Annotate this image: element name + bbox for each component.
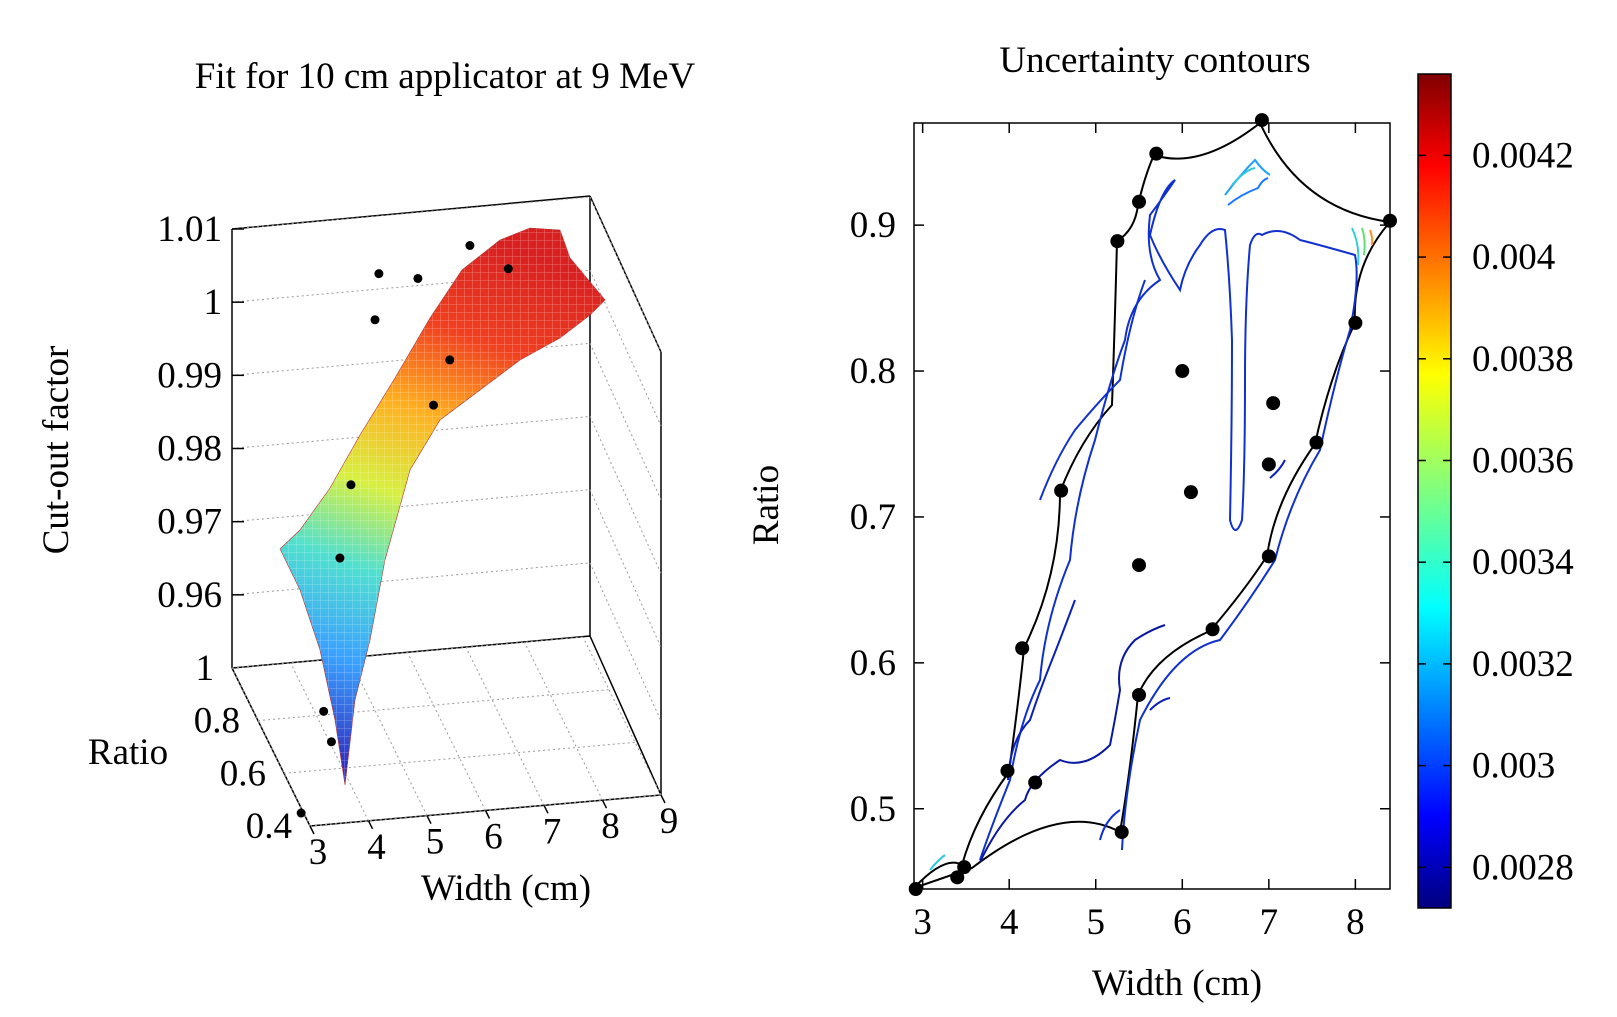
z-tick-label: 1.01 — [157, 209, 222, 250]
contour-y-tick-label: 0.7 — [850, 497, 896, 538]
contour-data-point — [1266, 396, 1281, 411]
contour-points — [908, 113, 1397, 896]
contour-x-tick-label: 8 — [1346, 902, 1365, 943]
contour-data-point — [1054, 483, 1069, 498]
colorbar-ticks: 0.0028 0.003 0.0032 0.0034 0.0036 0.0038 0.004… — [1418, 135, 1574, 888]
colorbar-tick-label: 0.004 — [1472, 237, 1555, 278]
surface-data-point — [445, 355, 455, 365]
z-tick-label: 0.96 — [157, 575, 222, 616]
z-tick-label: 0.97 — [157, 502, 222, 543]
contour-data-point — [1114, 825, 1129, 840]
contour-x-tick-label: 6 — [1173, 902, 1192, 943]
contour-lines — [929, 158, 1374, 871]
colorbar: 0.0028 0.003 0.0032 0.0034 0.0036 0.0038 0.004… — [1417, 73, 1574, 909]
y-ticks-3d: 0.4 0.6 0.8 1 — [194, 648, 292, 847]
contour-x-tick-label: 7 — [1260, 902, 1279, 943]
contour-y-tick-label: 0.8 — [850, 351, 896, 392]
contour-x-tick-label: 3 — [913, 902, 932, 943]
contour-data-point — [1132, 687, 1147, 702]
fit-surface — [279, 227, 606, 786]
data-points-3d — [296, 241, 513, 818]
z-axis-label: Cut-out factor — [36, 346, 77, 555]
contour-data-point — [1132, 194, 1147, 209]
z-ticks: 0.96 0.97 0.98 0.99 1 1.01 — [157, 209, 244, 616]
contour-y-label: Ratio — [746, 465, 787, 545]
ratio-tick-label: 1 — [196, 648, 215, 689]
contour-data-point — [1183, 485, 1198, 500]
ratio-tick-label: 0.6 — [220, 753, 266, 794]
surface-data-point — [503, 264, 513, 274]
ratio-axis-label: Ratio — [88, 732, 168, 773]
colorbar-tick-label: 0.0042 — [1472, 135, 1574, 176]
surface-title: Fit for 10 cm applicator at 9 MeV — [195, 56, 696, 97]
colorbar-tick-label: 0.0032 — [1472, 644, 1574, 685]
x-tick-label: 5 — [426, 822, 445, 863]
contour-data-point — [1110, 234, 1125, 249]
contour-data-point — [1175, 364, 1190, 379]
contour-x-label: Width (cm) — [1092, 963, 1262, 1004]
surface-data-point — [413, 273, 423, 283]
surface-data-point — [370, 315, 380, 325]
width-axis-label: Width (cm) — [421, 868, 591, 909]
contour-data-point — [957, 860, 972, 875]
contour-data-point — [1000, 763, 1015, 778]
x-tick-label: 4 — [367, 827, 386, 868]
colorbar-tick-label: 0.003 — [1472, 746, 1555, 787]
contour-data-point — [1028, 775, 1043, 790]
contour-title: Uncertainty contours — [999, 40, 1310, 81]
surface-plot: Fit for 10 cm applicator at 9 MeV 0.960.… — [36, 56, 695, 909]
contour-y-tick-label: 0.9 — [850, 205, 896, 246]
contour-y-tick-label: 0.5 — [850, 789, 896, 830]
x-tick-label: 7 — [543, 811, 562, 852]
contour-data-point — [1015, 641, 1030, 656]
z-tick-label: 0.99 — [157, 355, 222, 396]
surface-data-point — [465, 241, 475, 250]
contour-data-point — [950, 870, 965, 885]
surface-data-point — [319, 706, 329, 716]
x-tick-label: 9 — [660, 801, 679, 842]
contour-data-point — [1348, 315, 1363, 330]
ratio-tick-label: 0.4 — [246, 806, 292, 847]
surface-data-point — [335, 553, 345, 563]
contour-data-point — [1132, 558, 1147, 573]
z-tick-label: 1 — [204, 282, 223, 323]
contour-data-point — [1205, 622, 1220, 637]
surface-data-point — [346, 480, 356, 490]
x-tick-label: 6 — [484, 817, 503, 858]
surface-data-point — [296, 808, 306, 818]
contour-data-point — [1383, 213, 1397, 228]
colorbar-gradient — [1417, 73, 1452, 909]
colorbar-tick-label: 0.0038 — [1472, 339, 1574, 380]
surface-data-point — [374, 269, 384, 279]
contour-x-tick-label: 5 — [1086, 902, 1105, 943]
contour-frame — [913, 122, 1391, 890]
colorbar-tick-label: 0.0036 — [1472, 440, 1574, 481]
contour-data-point — [1309, 435, 1324, 450]
colorbar-tick-label: 0.0034 — [1472, 542, 1574, 583]
contour-data-point — [1261, 549, 1276, 564]
contour-plot: Uncertainty contours 3 4 5 6 7 8 0.5 0.6 0.7 0.8 0… — [746, 40, 1574, 1004]
ratio-tick-label: 0.8 — [194, 701, 240, 742]
contour-ticks: 3 4 5 6 7 8 0.5 0.6 0.7 0.8 0.9 — [850, 123, 1390, 943]
contour-data-point — [1149, 146, 1164, 161]
contour-data-point — [1254, 113, 1269, 128]
colorbar-tick-label: 0.0028 — [1472, 847, 1574, 888]
contour-y-tick-label: 0.6 — [850, 643, 896, 684]
z-tick-label: 0.98 — [157, 429, 222, 470]
x-tick-label: 3 — [309, 832, 328, 873]
surface-data-point — [326, 737, 336, 747]
contour-x-tick-label: 4 — [1000, 902, 1019, 943]
x-tick-label: 8 — [601, 806, 620, 847]
contour-data-point — [908, 882, 923, 896]
surface-data-point — [429, 400, 438, 410]
contour-data-point — [1261, 457, 1276, 472]
